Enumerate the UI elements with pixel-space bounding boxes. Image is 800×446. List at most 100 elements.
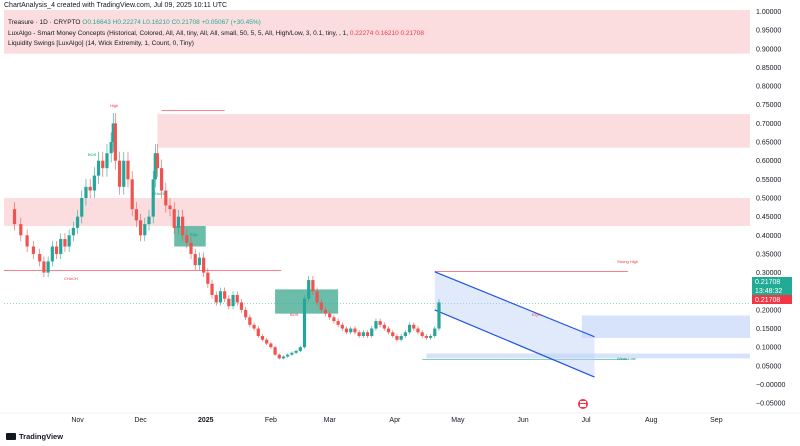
- candle-body: [80, 197, 84, 217]
- x-tick-label: Feb: [265, 417, 277, 424]
- candle-body: [12, 209, 17, 225]
- candle-body: [244, 309, 248, 318]
- candle-body: [75, 216, 80, 228]
- x-tick-label: 2025: [198, 417, 214, 424]
- candle-body: [286, 354, 290, 357]
- candle-body: [176, 216, 181, 228]
- y-tick-label: 0.35000: [756, 251, 781, 258]
- x-tick-label: Aug: [645, 417, 658, 424]
- candle-body: [428, 336, 433, 338]
- candle-body: [42, 261, 46, 273]
- candle-body: [218, 291, 223, 303]
- y-tick-label: 0.80000: [756, 84, 781, 91]
- candle-body: [265, 339, 269, 344]
- annotations-layer: High Strong High Weak Low CHoCH BOS CHoCH EQH E…: [64, 103, 638, 361]
- annotation-label: EQL: [190, 232, 199, 237]
- candle-body: [67, 235, 71, 247]
- candle-body: [71, 227, 75, 236]
- candle-body: [328, 313, 332, 318]
- candle-body: [315, 291, 319, 303]
- x-tick-label: Nov: [71, 417, 84, 424]
- candle-body: [54, 246, 59, 254]
- last-price-badge-bg: [752, 277, 792, 286]
- annotation-label: Weak Low: [617, 356, 636, 361]
- last-price-badge: 0.21708: [755, 279, 780, 286]
- candle-body: [391, 332, 395, 337]
- candle-body: [281, 356, 286, 359]
- annotation-label: BOS: [290, 312, 299, 317]
- candle-body: [260, 336, 265, 340]
- x-tick-label: Dec: [134, 417, 147, 424]
- candle-body: [403, 332, 407, 337]
- candle-body: [424, 336, 428, 338]
- candle-body: [113, 123, 117, 161]
- candle-body: [105, 153, 109, 169]
- candle-body: [256, 328, 260, 337]
- event-calendar-icon[interactable]: [578, 399, 588, 409]
- candle-body: [353, 328, 357, 333]
- candle-body: [239, 302, 244, 310]
- candle-body: [336, 321, 340, 325]
- zone-demand-4: [275, 289, 339, 314]
- legend-indicator-smc-label: LuxAlgo - Smart Money Concepts (Historic…: [8, 29, 349, 37]
- tradingview-brand: TradingView: [19, 432, 64, 441]
- candle-body: [420, 332, 424, 337]
- y-tick-label: −0.00000: [756, 382, 785, 389]
- y-tick-label: 1.00000: [756, 9, 781, 16]
- candle-body: [109, 142, 113, 154]
- y-tick-label: 0.60000: [756, 158, 781, 165]
- x-tick-label: Sep: [710, 417, 723, 424]
- zones-layer: [4, 10, 750, 359]
- annotation-label: EQH: [532, 312, 541, 317]
- candle-body: [111, 123, 115, 143]
- x-tick-label: Apr: [389, 417, 401, 424]
- candle-body: [193, 253, 197, 266]
- candle-body: [332, 317, 336, 322]
- candle-body: [197, 257, 202, 266]
- candle-body: [160, 168, 164, 191]
- zone-supply-1: [157, 114, 750, 148]
- candle-body: [319, 302, 323, 310]
- y-tick-label: 0.70000: [756, 121, 781, 128]
- y-tick-label: 0.85000: [756, 65, 781, 72]
- y-tick-label: 0.45000: [756, 214, 781, 221]
- legend-symbol-row[interactable]: Treasure · 1D · CRYPTO O0.16643 H0.22274…: [8, 18, 424, 29]
- candle-body: [168, 205, 172, 210]
- candle-body: [399, 336, 403, 340]
- candle-body: [92, 175, 96, 191]
- candle-body: [311, 280, 315, 292]
- candle-body: [412, 324, 416, 329]
- candle-body: [38, 253, 42, 262]
- y-tick-label: 0.95000: [756, 28, 781, 35]
- legend-symbol: Treasure · 1D · CRYPTO: [8, 19, 81, 26]
- legend-indicator-smc[interactable]: LuxAlgo - Smart Money Concepts (Historic…: [8, 29, 424, 40]
- candle-body: [252, 324, 256, 329]
- candle-body: [374, 321, 378, 329]
- tradingview-logo[interactable]: TradingView: [6, 432, 63, 441]
- y-tick-label: 0.65000: [756, 140, 781, 147]
- price-badges: 0.21708 13:48:32 0.21708: [752, 277, 792, 304]
- x-axis[interactable]: Nov Dec 2025 Feb Mar Apr May Jun Jul Aug Sep: [0, 412, 800, 424]
- candle-body: [151, 179, 155, 217]
- candle-body: [290, 352, 294, 355]
- candle-body: [227, 298, 231, 307]
- y-axis[interactable]: 1.00000 0.95000 0.90000 0.85000 0.80000 0.750…: [756, 9, 785, 408]
- candle-body: [101, 160, 105, 169]
- annotation-label: CHoCH: [152, 191, 166, 196]
- x-tick-label: Jul: [582, 417, 591, 424]
- candle-body: [122, 160, 126, 187]
- candle-body: [386, 328, 391, 333]
- candle-body: [210, 283, 214, 295]
- candle-body: [155, 153, 160, 169]
- chart-caption: ChartAnalysis_4 created with TradingView…: [4, 2, 228, 9]
- legend-indicator-liquidity[interactable]: Liquidity Swings [LuxAlgo] (14, Wick Ext…: [8, 40, 194, 47]
- candle-body: [134, 209, 138, 221]
- candle-body: [365, 332, 370, 337]
- candle-body: [143, 224, 147, 236]
- candle-body: [235, 294, 239, 303]
- candle-body: [138, 220, 143, 236]
- y-tick-label: 0.50000: [756, 195, 781, 202]
- x-tick-label: May: [451, 417, 465, 424]
- candle-body: [416, 328, 420, 333]
